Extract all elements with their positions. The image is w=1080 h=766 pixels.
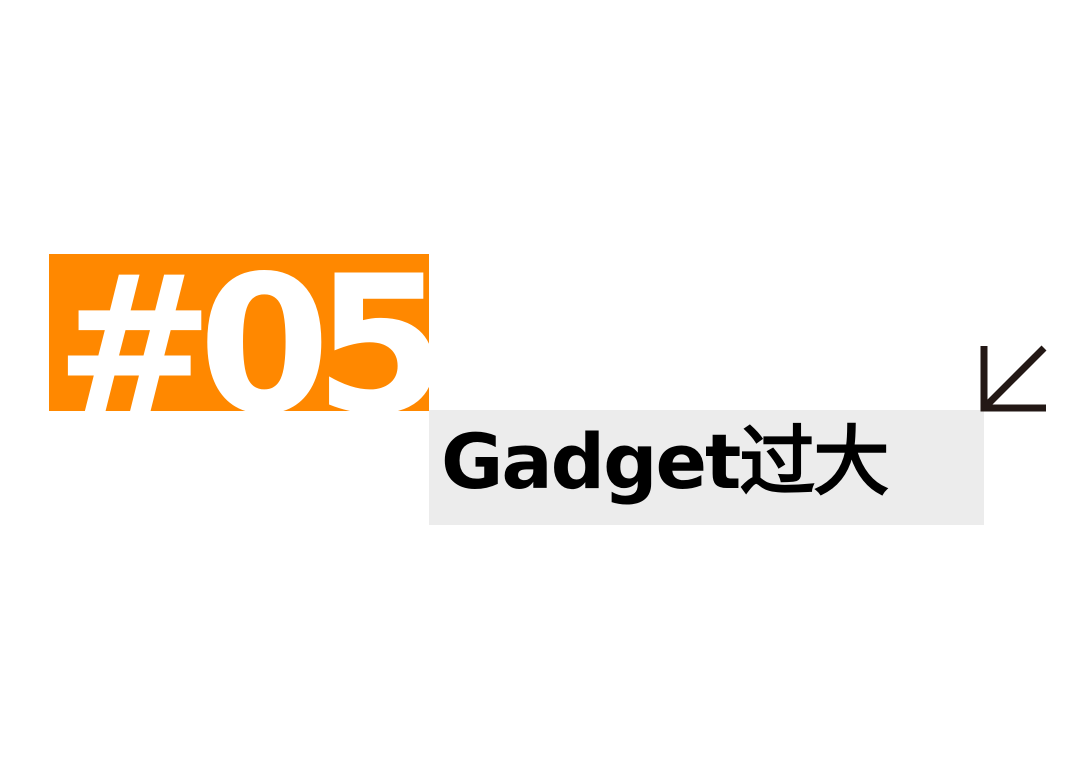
section-title-block: Gadget过大 <box>429 410 984 525</box>
section-title: Gadget过大 <box>441 417 889 506</box>
section-number: #05 <box>55 254 429 411</box>
arrow-down-left-icon <box>980 345 1047 412</box>
section-number-block: #05 <box>49 254 429 411</box>
